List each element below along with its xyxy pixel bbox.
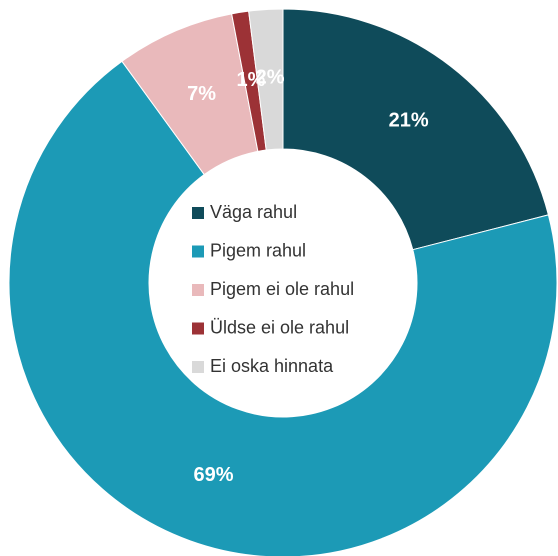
donut-segment [282, 8, 550, 251]
legend-swatch [192, 361, 204, 373]
legend-swatch [192, 245, 204, 258]
data-label: 21% [389, 109, 429, 131]
legend-swatch [192, 284, 204, 296]
data-label: 69% [194, 464, 234, 486]
legend-label: Pigem ei ole rahul [210, 279, 354, 299]
legend-swatch [192, 322, 204, 335]
data-label: 7% [187, 83, 216, 105]
donut-segment [8, 60, 558, 556]
legend-label: Ei oska hinnata [210, 356, 334, 376]
legend-label: Väga rahul [210, 202, 297, 222]
legend-swatch [192, 207, 204, 219]
legend-label: Pigem rahul [210, 240, 306, 260]
data-label: 2% [256, 67, 285, 89]
donut-segment [248, 8, 284, 151]
legend-label: Üldse ei ole rahul [210, 317, 349, 337]
data-label: 1% [236, 69, 265, 91]
